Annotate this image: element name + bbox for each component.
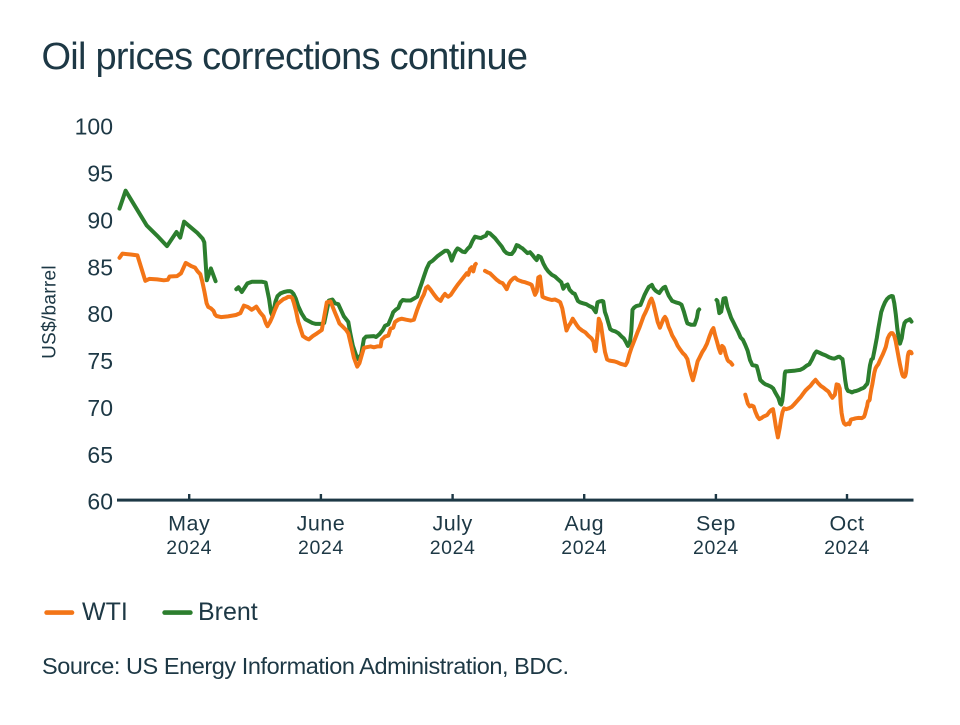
svg-text:Source: US Energy Information: Source: US Energy Information Administra… xyxy=(42,653,569,679)
svg-text:95: 95 xyxy=(87,161,113,187)
svg-text:85: 85 xyxy=(87,254,113,280)
svg-text:70: 70 xyxy=(87,395,113,421)
svg-text:75: 75 xyxy=(87,348,113,374)
svg-text:Oct: Oct xyxy=(830,512,865,536)
svg-text:80: 80 xyxy=(87,301,113,327)
svg-text:US$/barrel: US$/barrel xyxy=(40,265,61,359)
svg-text:2024: 2024 xyxy=(561,537,607,559)
svg-text:Sep: Sep xyxy=(696,512,736,536)
svg-text:90: 90 xyxy=(87,207,113,233)
svg-text:60: 60 xyxy=(87,489,113,515)
svg-text:100: 100 xyxy=(75,114,113,140)
svg-text:July: July xyxy=(432,512,472,536)
svg-text:2024: 2024 xyxy=(693,537,739,559)
svg-text:May: May xyxy=(168,512,210,536)
svg-text:2024: 2024 xyxy=(430,537,476,559)
svg-text:Oil prices corrections continu: Oil prices corrections continue xyxy=(42,36,528,78)
svg-text:WTI: WTI xyxy=(82,598,128,626)
svg-text:Aug: Aug xyxy=(564,512,604,536)
svg-text:2024: 2024 xyxy=(166,537,212,559)
svg-text:65: 65 xyxy=(87,442,113,468)
svg-text:June: June xyxy=(297,512,346,536)
svg-text:Brent: Brent xyxy=(198,598,258,626)
svg-text:2024: 2024 xyxy=(298,537,344,559)
svg-text:2024: 2024 xyxy=(824,537,870,559)
